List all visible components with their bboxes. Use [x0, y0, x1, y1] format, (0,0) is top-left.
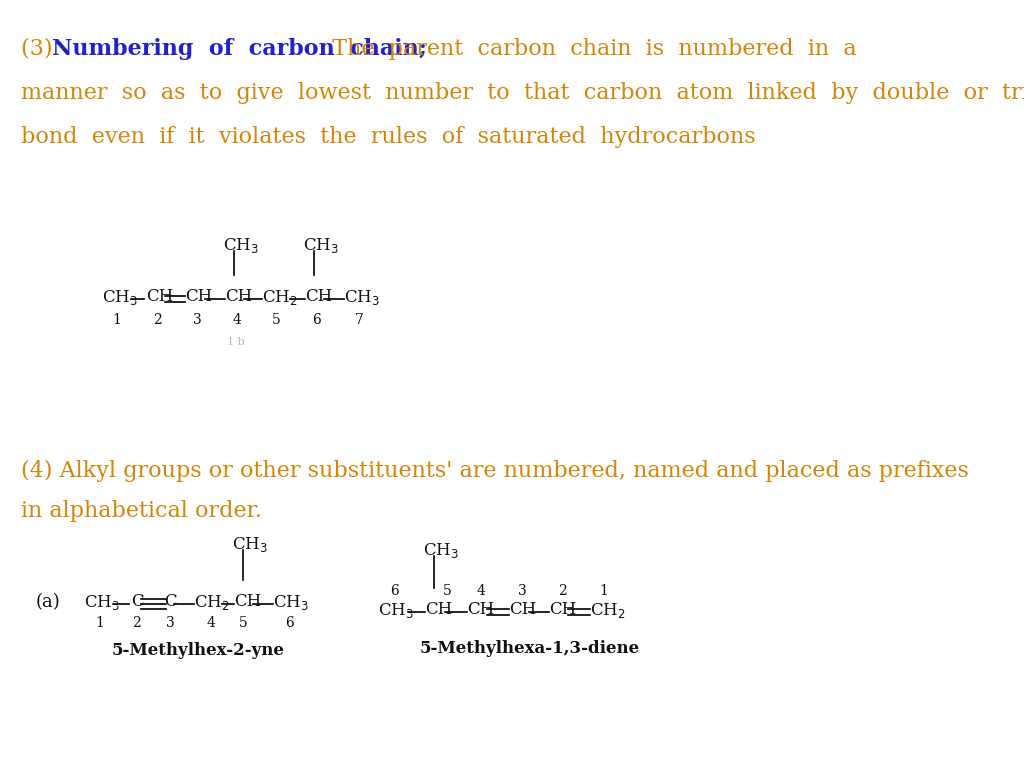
Text: 5-Methylhex-2-yne: 5-Methylhex-2-yne [112, 642, 285, 659]
Text: CH: CH [145, 288, 173, 305]
Text: 4: 4 [476, 584, 485, 598]
Text: CH$_3$: CH$_3$ [423, 541, 459, 560]
Text: 4: 4 [207, 616, 216, 630]
Text: 2: 2 [558, 584, 566, 598]
Text: 1: 1 [95, 616, 104, 630]
Text: CH: CH [425, 601, 453, 618]
Text: CH: CH [549, 601, 577, 618]
Text: 5: 5 [240, 616, 248, 630]
Text: (4) Alkyl groups or other substituents' are numbered, named and placed as prefix: (4) Alkyl groups or other substituents' … [20, 460, 969, 482]
Text: The  parent  carbon  chain  is  numbered  in  a: The parent carbon chain is numbered in a [318, 38, 857, 60]
Text: C: C [164, 593, 177, 610]
Text: 3: 3 [193, 313, 202, 327]
Text: CH$_3$: CH$_3$ [302, 236, 338, 255]
Text: CH$_3$: CH$_3$ [101, 288, 137, 307]
Text: bond  even  if  it  violates  the  rules  of  saturated  hydrocarbons: bond even if it violates the rules of sa… [20, 126, 756, 148]
Text: 1: 1 [599, 584, 608, 598]
Text: (3): (3) [20, 38, 67, 60]
Text: CH$_2$: CH$_2$ [591, 601, 626, 620]
Text: CH$_3$: CH$_3$ [84, 593, 120, 612]
Text: CH: CH [305, 288, 332, 305]
Text: CH$_3$: CH$_3$ [223, 236, 259, 255]
Text: Numbering  of  carbon  chain;: Numbering of carbon chain; [51, 38, 426, 60]
Text: (a): (a) [36, 593, 60, 611]
Text: CH$_3$: CH$_3$ [378, 601, 415, 620]
Text: CH$_2$: CH$_2$ [195, 593, 230, 612]
Text: C: C [131, 593, 143, 610]
Text: 6: 6 [312, 313, 321, 327]
Text: 1 b: 1 b [226, 337, 245, 347]
Text: 2: 2 [132, 616, 141, 630]
Text: manner  so  as  to  give  lowest  number  to  that  carbon  atom  linked  by  do: manner so as to give lowest number to th… [20, 82, 1024, 104]
Text: CH: CH [225, 288, 253, 305]
Text: 5: 5 [272, 313, 282, 327]
Text: 5: 5 [443, 584, 452, 598]
Text: 7: 7 [354, 313, 364, 327]
Text: 2: 2 [154, 313, 162, 327]
Text: CH$_3$: CH$_3$ [344, 288, 380, 307]
Text: 5-Methylhexa-1,3-diene: 5-Methylhexa-1,3-diene [420, 640, 640, 657]
Text: 6: 6 [390, 584, 399, 598]
Text: 1: 1 [112, 313, 121, 327]
Text: 3: 3 [518, 584, 527, 598]
Text: CH$_3$: CH$_3$ [273, 593, 309, 612]
Text: CH: CH [467, 601, 495, 618]
Text: 4: 4 [232, 313, 242, 327]
Text: in alphabetical order.: in alphabetical order. [20, 500, 261, 522]
Text: CH$_2$: CH$_2$ [262, 288, 298, 307]
Text: 3: 3 [166, 616, 174, 630]
Text: CH: CH [234, 593, 261, 610]
Text: CH$_3$: CH$_3$ [231, 535, 267, 554]
Text: CH: CH [185, 288, 213, 305]
Text: CH: CH [509, 601, 537, 618]
Text: 6: 6 [285, 616, 294, 630]
